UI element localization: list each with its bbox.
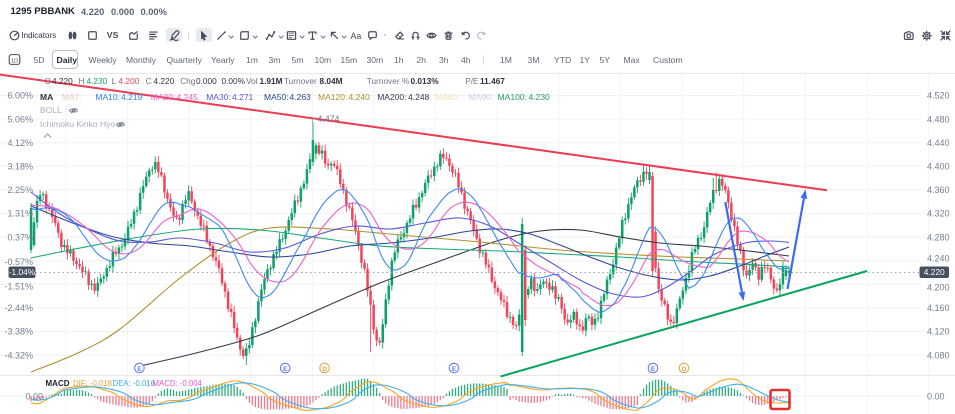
svg-text:BOLL: BOLL <box>40 105 62 115</box>
svg-text:4.520: 4.520 <box>927 91 950 101</box>
svg-text:|: | <box>147 379 149 388</box>
svg-text:4.240: 4.240 <box>349 92 371 102</box>
svg-text:5.06%: 5.06% <box>7 114 33 124</box>
svg-text:4.220: 4.220 <box>154 76 175 86</box>
svg-text:MA200:: MA200: <box>377 92 406 102</box>
svg-text:-1.04%: -1.04% <box>9 267 36 277</box>
svg-text:D: D <box>322 366 327 373</box>
svg-text:4.12%: 4.12% <box>7 138 33 148</box>
svg-text:-2.44%: -2.44% <box>4 303 33 313</box>
svg-text:4.280: 4.280 <box>927 232 950 242</box>
svg-text:MACD: -0.004: MACD: -0.004 <box>153 379 203 388</box>
svg-text:4.245: 4.245 <box>177 92 199 102</box>
svg-text:MA: MA <box>40 92 53 102</box>
svg-text:MA60:: MA60: <box>435 92 460 102</box>
svg-text:4.263: 4.263 <box>290 92 312 102</box>
svg-text:4.240: 4.240 <box>927 253 950 263</box>
svg-text:DEA: -0.016: DEA: -0.016 <box>113 379 155 388</box>
svg-text:MA50:: MA50: <box>264 92 289 102</box>
svg-text:Ichimoku Kinko Hyo: Ichimoku Kinko Hyo <box>40 119 115 129</box>
svg-text:DIF: -0.018: DIF: -0.018 <box>73 379 112 388</box>
svg-text:3.18%: 3.18% <box>7 162 33 172</box>
svg-text:MA10:: MA10: <box>95 92 120 102</box>
svg-text:4.474: 4.474 <box>318 114 340 124</box>
svg-text:0.00: 0.00 <box>25 391 43 401</box>
svg-text:4.248: 4.248 <box>408 92 430 102</box>
svg-text:4.440: 4.440 <box>927 138 950 148</box>
svg-text:1D: 1D <box>11 58 18 64</box>
svg-text:E: E <box>137 366 142 373</box>
svg-text:MA7:: MA7: <box>62 92 82 102</box>
svg-text:4.080: 4.080 <box>927 350 950 360</box>
svg-text:E: E <box>283 366 288 373</box>
svg-text:Turnover %: Turnover % <box>367 76 410 86</box>
svg-text:L: L <box>112 76 117 86</box>
svg-text:0.37%: 0.37% <box>7 232 33 242</box>
svg-text:0.00%: 0.00% <box>222 76 246 86</box>
svg-text:4.220: 4.220 <box>924 267 945 277</box>
svg-text:MA30:: MA30: <box>206 92 231 102</box>
svg-text:6.00%: 6.00% <box>7 91 33 101</box>
svg-text:4.230: 4.230 <box>529 92 551 102</box>
svg-text:E: E <box>651 366 656 373</box>
svg-text:MA120:: MA120: <box>318 92 347 102</box>
svg-text:D: D <box>682 366 687 373</box>
svg-text:8.04M: 8.04M <box>320 76 343 86</box>
svg-text:4.320: 4.320 <box>927 209 950 219</box>
svg-text:1.31%: 1.31% <box>7 209 33 219</box>
svg-text:4.200: 4.200 <box>927 283 950 293</box>
svg-text:P/E: P/E <box>465 76 479 86</box>
svg-text:2.25%: 2.25% <box>7 185 33 195</box>
svg-text:4.120: 4.120 <box>927 327 950 337</box>
svg-text:MA90:: MA90: <box>469 92 494 102</box>
svg-text:0.013%: 0.013% <box>411 76 440 86</box>
svg-text:4.360: 4.360 <box>927 185 950 195</box>
svg-text:4.220: 4.220 <box>52 76 73 86</box>
svg-text:MA100:: MA100: <box>498 92 527 102</box>
svg-text:1.91M: 1.91M <box>260 76 283 86</box>
svg-text:4.480: 4.480 <box>927 114 950 124</box>
svg-text:4.400: 4.400 <box>927 162 950 172</box>
svg-text:0.00: 0.00 <box>927 391 945 401</box>
svg-text:-1.51%: -1.51% <box>4 281 33 291</box>
svg-text:E: E <box>452 366 457 373</box>
svg-text:MA20:: MA20: <box>151 92 176 102</box>
svg-text:Vol: Vol <box>246 76 258 86</box>
svg-text:-3.38%: -3.38% <box>4 327 33 337</box>
svg-text:4.219: 4.219 <box>121 92 143 102</box>
svg-text:4.160: 4.160 <box>927 303 950 313</box>
svg-text:C: C <box>146 76 152 86</box>
svg-text:11.467: 11.467 <box>480 76 505 86</box>
svg-text:H: H <box>79 76 85 86</box>
svg-text:4.200: 4.200 <box>119 76 140 86</box>
svg-text:0.000: 0.000 <box>196 76 217 86</box>
svg-text:MACD: MACD <box>46 379 70 388</box>
svg-text:-0.57%: -0.57% <box>4 257 33 267</box>
svg-text:-4.32%: -4.32% <box>4 350 33 360</box>
svg-text:4.271: 4.271 <box>232 92 254 102</box>
svg-text:O: O <box>45 76 52 86</box>
svg-text:4.230: 4.230 <box>87 76 108 86</box>
svg-text:Turnover: Turnover <box>284 76 317 86</box>
svg-text:Chg: Chg <box>180 76 196 86</box>
